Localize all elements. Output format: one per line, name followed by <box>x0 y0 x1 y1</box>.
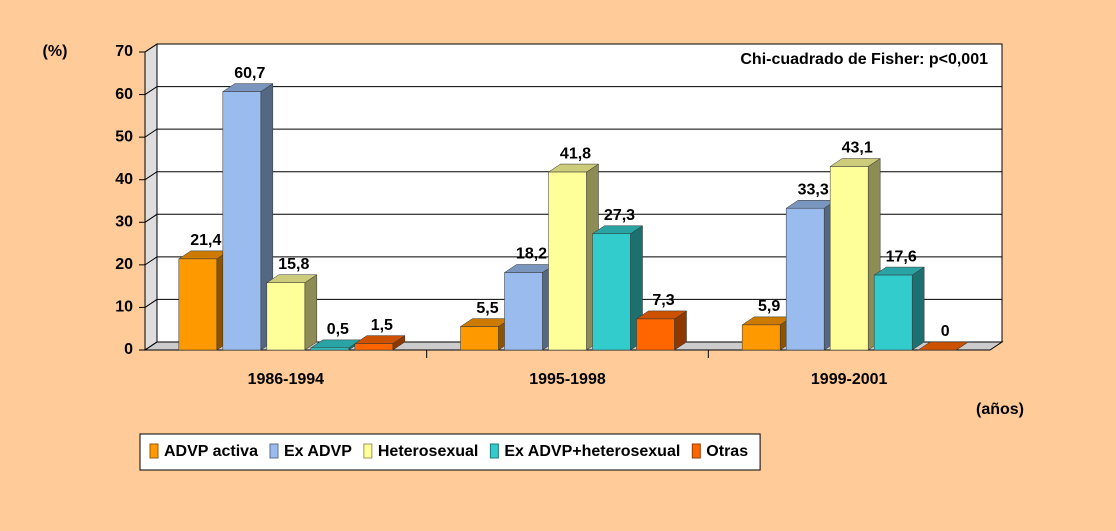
annotation: Chi-cuadrado de Fisher: p<0,001 <box>740 51 988 68</box>
bar-front <box>548 171 587 351</box>
bar <box>547 163 600 351</box>
bar-front <box>636 318 675 351</box>
grid-line <box>144 43 1002 53</box>
bar <box>829 158 881 351</box>
grid-line <box>144 256 1002 266</box>
bar-top <box>917 341 969 351</box>
bar <box>354 335 406 351</box>
bar-side <box>911 266 925 351</box>
value-label: 7,3 <box>652 292 674 309</box>
bar-front <box>266 282 306 351</box>
value-label: 0 <box>941 323 950 340</box>
grid-line <box>144 213 1002 223</box>
y-tick-label: 50 <box>115 128 133 145</box>
legend-label: Otras <box>706 443 748 460</box>
legend-label: Heterosexual <box>378 443 479 460</box>
grid-line <box>144 128 1002 138</box>
bar <box>591 225 644 351</box>
y-tick-label: 70 <box>115 43 133 60</box>
bar <box>785 199 837 351</box>
value-label: 18,2 <box>516 246 547 263</box>
value-label: 5,9 <box>758 298 780 315</box>
bar <box>873 266 925 351</box>
grid-line <box>144 298 1002 308</box>
value-label: 21,4 <box>190 232 221 249</box>
bar-front <box>741 324 781 351</box>
value-label: 5,5 <box>476 300 498 317</box>
bar-front <box>592 233 631 351</box>
legend-swatch <box>363 443 373 459</box>
value-label: 17,6 <box>886 248 917 265</box>
bar-front <box>354 343 394 351</box>
grid-line <box>144 341 1002 351</box>
bar-side <box>304 274 318 351</box>
y-tick-label: 10 <box>115 299 133 316</box>
legend-label: Ex ADVP+heterosexual <box>504 443 680 460</box>
bar-front <box>873 274 913 351</box>
legend-label: ADVP activa <box>164 443 258 460</box>
bar <box>178 250 230 351</box>
y-tick-label: 40 <box>115 171 133 188</box>
bar <box>222 83 274 351</box>
bar-front <box>785 207 825 351</box>
legend <box>139 433 761 471</box>
value-label: 60,7 <box>234 65 265 82</box>
bar-front <box>310 347 350 351</box>
y-tick-label: 30 <box>115 214 133 231</box>
legend-swatch <box>691 443 701 459</box>
x-tick-label: 1986-1994 <box>248 371 325 388</box>
legend-swatch <box>149 443 159 459</box>
legend-label: Ex ADVP <box>284 443 352 460</box>
bar-front <box>460 326 499 351</box>
value-label: 41,8 <box>560 145 591 162</box>
bar-front <box>222 91 262 351</box>
grid-line <box>144 171 1002 181</box>
value-label: 1,5 <box>371 317 393 334</box>
x-tick-label: 1995-1998 <box>529 371 606 388</box>
bar <box>917 341 969 351</box>
value-label: 43,1 <box>842 140 873 157</box>
value-label: 33,3 <box>798 181 829 198</box>
grid-line <box>144 86 1002 95</box>
value-label: 15,8 <box>278 256 309 273</box>
y-tick-label: 20 <box>115 256 133 273</box>
value-label: 0,5 <box>327 321 349 338</box>
legend-swatch <box>269 443 279 459</box>
bar-front <box>504 272 543 351</box>
y-axis-label: (%) <box>43 43 68 60</box>
y-tick-label: 60 <box>115 86 133 103</box>
plot-side-wall <box>144 43 158 351</box>
legend-swatch <box>489 443 499 459</box>
x-axis-label: (años) <box>976 401 1024 418</box>
bar <box>459 318 512 351</box>
bar <box>503 264 556 351</box>
x-tick-label: 1999-2001 <box>811 371 888 388</box>
bar <box>266 274 318 351</box>
y-tick-label: 0 <box>124 341 133 358</box>
bar-front <box>178 258 218 351</box>
bar <box>635 310 688 351</box>
bar <box>741 316 793 351</box>
value-label: 27,3 <box>604 207 635 224</box>
bar-front <box>829 166 869 351</box>
